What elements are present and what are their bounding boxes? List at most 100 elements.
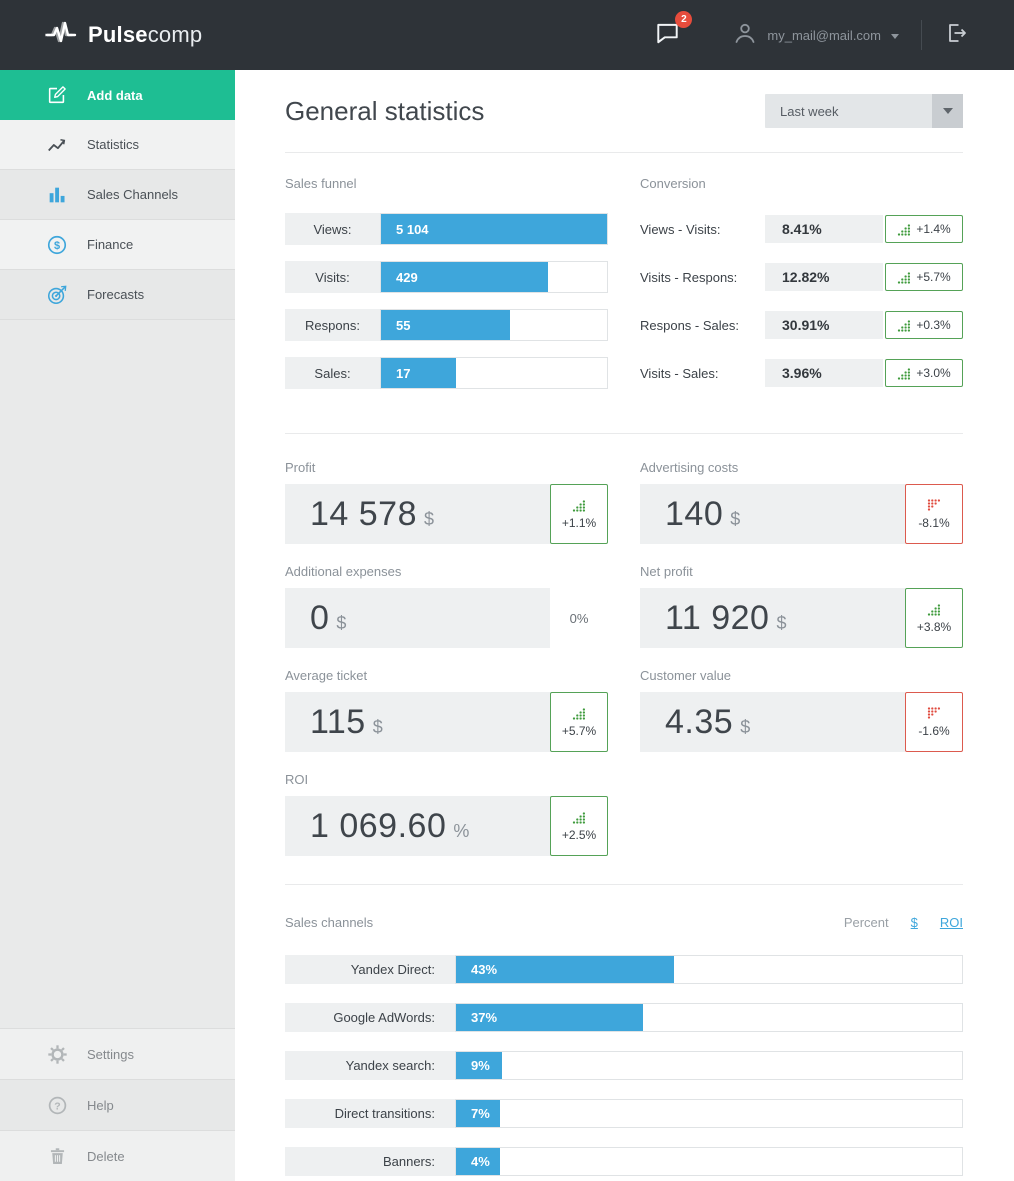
messages-button[interactable]: 2 bbox=[654, 10, 693, 51]
notification-badge: 2 bbox=[675, 10, 693, 28]
channel-bar: 9% bbox=[456, 1052, 502, 1079]
channel-row: Google AdWords: 37% bbox=[285, 1003, 963, 1032]
sidebar-item-label: Statistics bbox=[87, 137, 140, 152]
metric-roi: ROI 1 069.60 % +2.5% bbox=[285, 772, 608, 856]
sidebar-item-label: Settings bbox=[87, 1046, 134, 1062]
channel-row: Yandex Direct: 43% bbox=[285, 955, 963, 984]
trend-dots-icon bbox=[927, 706, 941, 720]
target-icon bbox=[46, 284, 68, 306]
trend-delta: 0% bbox=[569, 610, 589, 626]
metric-value-box: 140 $ bbox=[640, 484, 905, 544]
trend-delta: +1.1% bbox=[561, 515, 597, 530]
page-title: General statistics bbox=[285, 95, 485, 126]
conversion-row-label: Respons - Sales: bbox=[640, 317, 739, 333]
sidebar-item-help[interactable]: ? Help bbox=[0, 1079, 235, 1130]
trend-badge: +1.4% bbox=[885, 215, 963, 243]
metric-label: Customer value bbox=[640, 668, 732, 683]
conversion-value: 8.41% bbox=[765, 215, 883, 243]
brand-name: Pulsecomp bbox=[88, 22, 203, 47]
metric-value-box: 0 $ bbox=[285, 588, 550, 648]
sidebar-item-finance[interactable]: $ Finance bbox=[0, 220, 235, 270]
sidebar-item-label: Add data bbox=[87, 87, 143, 103]
mode-roi[interactable]: ROI bbox=[939, 915, 963, 930]
trend-dots-icon bbox=[897, 223, 911, 236]
dollar-circle-icon: $ bbox=[46, 234, 68, 256]
period-dropdown[interactable]: Last week bbox=[765, 94, 963, 128]
channel-label: Direct transitions: bbox=[285, 1099, 455, 1128]
trend-delta: -8.1% bbox=[918, 515, 950, 530]
metric-value-box: 115 $ bbox=[285, 692, 550, 752]
topbar: Pulsecomp 2 my_mail@mail.com bbox=[0, 0, 1014, 70]
trend-delta: +3.0% bbox=[916, 366, 951, 380]
trend-dots-icon bbox=[572, 499, 586, 512]
chat-icon bbox=[654, 23, 681, 50]
metric-label: Additional expenses bbox=[285, 564, 402, 579]
funnel-bar-track: 429 bbox=[380, 261, 608, 293]
pulse-logo-icon bbox=[43, 20, 79, 51]
user-icon bbox=[733, 21, 757, 50]
divider bbox=[285, 884, 963, 885]
channel-row: Direct transitions: 7% bbox=[285, 1099, 963, 1128]
trend-badge: 0% bbox=[550, 588, 608, 648]
edit-icon bbox=[46, 84, 68, 106]
channel-row: Banners: 4% bbox=[285, 1147, 963, 1176]
sidebar-item-add-data[interactable]: Add data bbox=[0, 70, 235, 120]
metric-additional-expenses: Additional expenses 0 $ 0% bbox=[285, 564, 608, 648]
trash-icon bbox=[46, 1146, 68, 1167]
channel-bar: 43% bbox=[456, 956, 674, 983]
user-email: my_mail@mail.com bbox=[767, 27, 881, 43]
mode-dollar[interactable]: $ bbox=[910, 915, 918, 930]
metric-label: Average ticket bbox=[285, 668, 368, 683]
mode-percent[interactable]: Percent bbox=[843, 915, 889, 930]
sidebar: Add data Statistics Sales Channels $ bbox=[0, 70, 235, 1181]
trend-badge: +5.7% bbox=[885, 263, 963, 291]
conversion-row: Respons - Sales: 30.91% +0.3% bbox=[640, 309, 963, 341]
conversion-row-label: Visits - Respons: bbox=[640, 269, 738, 285]
conversion-row: Views - Visits: 8.41% +1.4% bbox=[640, 213, 963, 245]
sidebar-item-label: Sales Channels bbox=[87, 187, 179, 202]
sidebar-item-statistics[interactable]: Statistics bbox=[0, 120, 235, 170]
channel-label: Banners: bbox=[285, 1147, 455, 1176]
sidebar-item-label: Help bbox=[87, 1097, 114, 1113]
trend-badge: +2.5% bbox=[550, 796, 608, 856]
metric-label: Net profit bbox=[640, 564, 693, 579]
channel-bar: 4% bbox=[456, 1148, 500, 1175]
trend-dots-icon bbox=[927, 603, 941, 616]
sidebar-item-sales-channels[interactable]: Sales Channels bbox=[0, 170, 235, 220]
period-dropdown-button[interactable] bbox=[932, 94, 963, 128]
conversion-section: Conversion Views - Visits: 8.41% +1.4% V… bbox=[640, 176, 963, 405]
channel-view-switcher: Percent $ ROI bbox=[844, 915, 963, 930]
user-menu[interactable]: my_mail@mail.com bbox=[733, 21, 899, 50]
trend-delta: +5.7% bbox=[561, 723, 597, 738]
funnel-row-label: Views: bbox=[285, 213, 380, 245]
channel-row: Yandex search: 9% bbox=[285, 1051, 963, 1080]
logout-icon bbox=[944, 21, 970, 50]
channel-bar-track: 43% bbox=[455, 955, 963, 984]
trend-badge: +3.8% bbox=[905, 588, 963, 648]
conversion-value: 12.82% bbox=[765, 263, 883, 291]
sidebar-item-forecasts[interactable]: Forecasts bbox=[0, 270, 235, 320]
conversion-row: Visits - Sales: 3.96% +3.0% bbox=[640, 357, 963, 389]
channel-bar-track: 9% bbox=[455, 1051, 963, 1080]
conversion-value: 3.96% bbox=[765, 359, 883, 387]
trend-dots-icon bbox=[572, 811, 586, 824]
metric-profit: Profit 14 578 $ +1.1% bbox=[285, 460, 608, 544]
sidebar-item-delete[interactable]: Delete bbox=[0, 1130, 235, 1181]
funnel-bar: 17 bbox=[381, 358, 456, 388]
section-title: Conversion bbox=[640, 176, 706, 191]
metric-label: Advertising costs bbox=[640, 460, 739, 475]
sales-channels-section: Yandex Direct: 43% Google AdWords: 37% Y… bbox=[285, 955, 963, 1176]
trend-delta: -1.6% bbox=[918, 723, 950, 738]
divider bbox=[285, 433, 963, 434]
sidebar-spacer bbox=[0, 320, 235, 1028]
conversion-value: 30.91% bbox=[765, 311, 883, 339]
metric-label: ROI bbox=[285, 772, 309, 787]
sidebar-item-settings[interactable]: Settings bbox=[0, 1028, 235, 1079]
chevron-down-icon bbox=[891, 33, 899, 39]
bar-chart-icon bbox=[46, 184, 68, 206]
channel-bar-track: 4% bbox=[455, 1147, 963, 1176]
trend-badge: -1.6% bbox=[905, 692, 963, 752]
channel-bar-track: 37% bbox=[455, 1003, 963, 1032]
logout-button[interactable] bbox=[944, 21, 970, 50]
sales-funnel-section: Sales funnel Views: 5 104 Visits: 429 Re… bbox=[285, 176, 608, 405]
